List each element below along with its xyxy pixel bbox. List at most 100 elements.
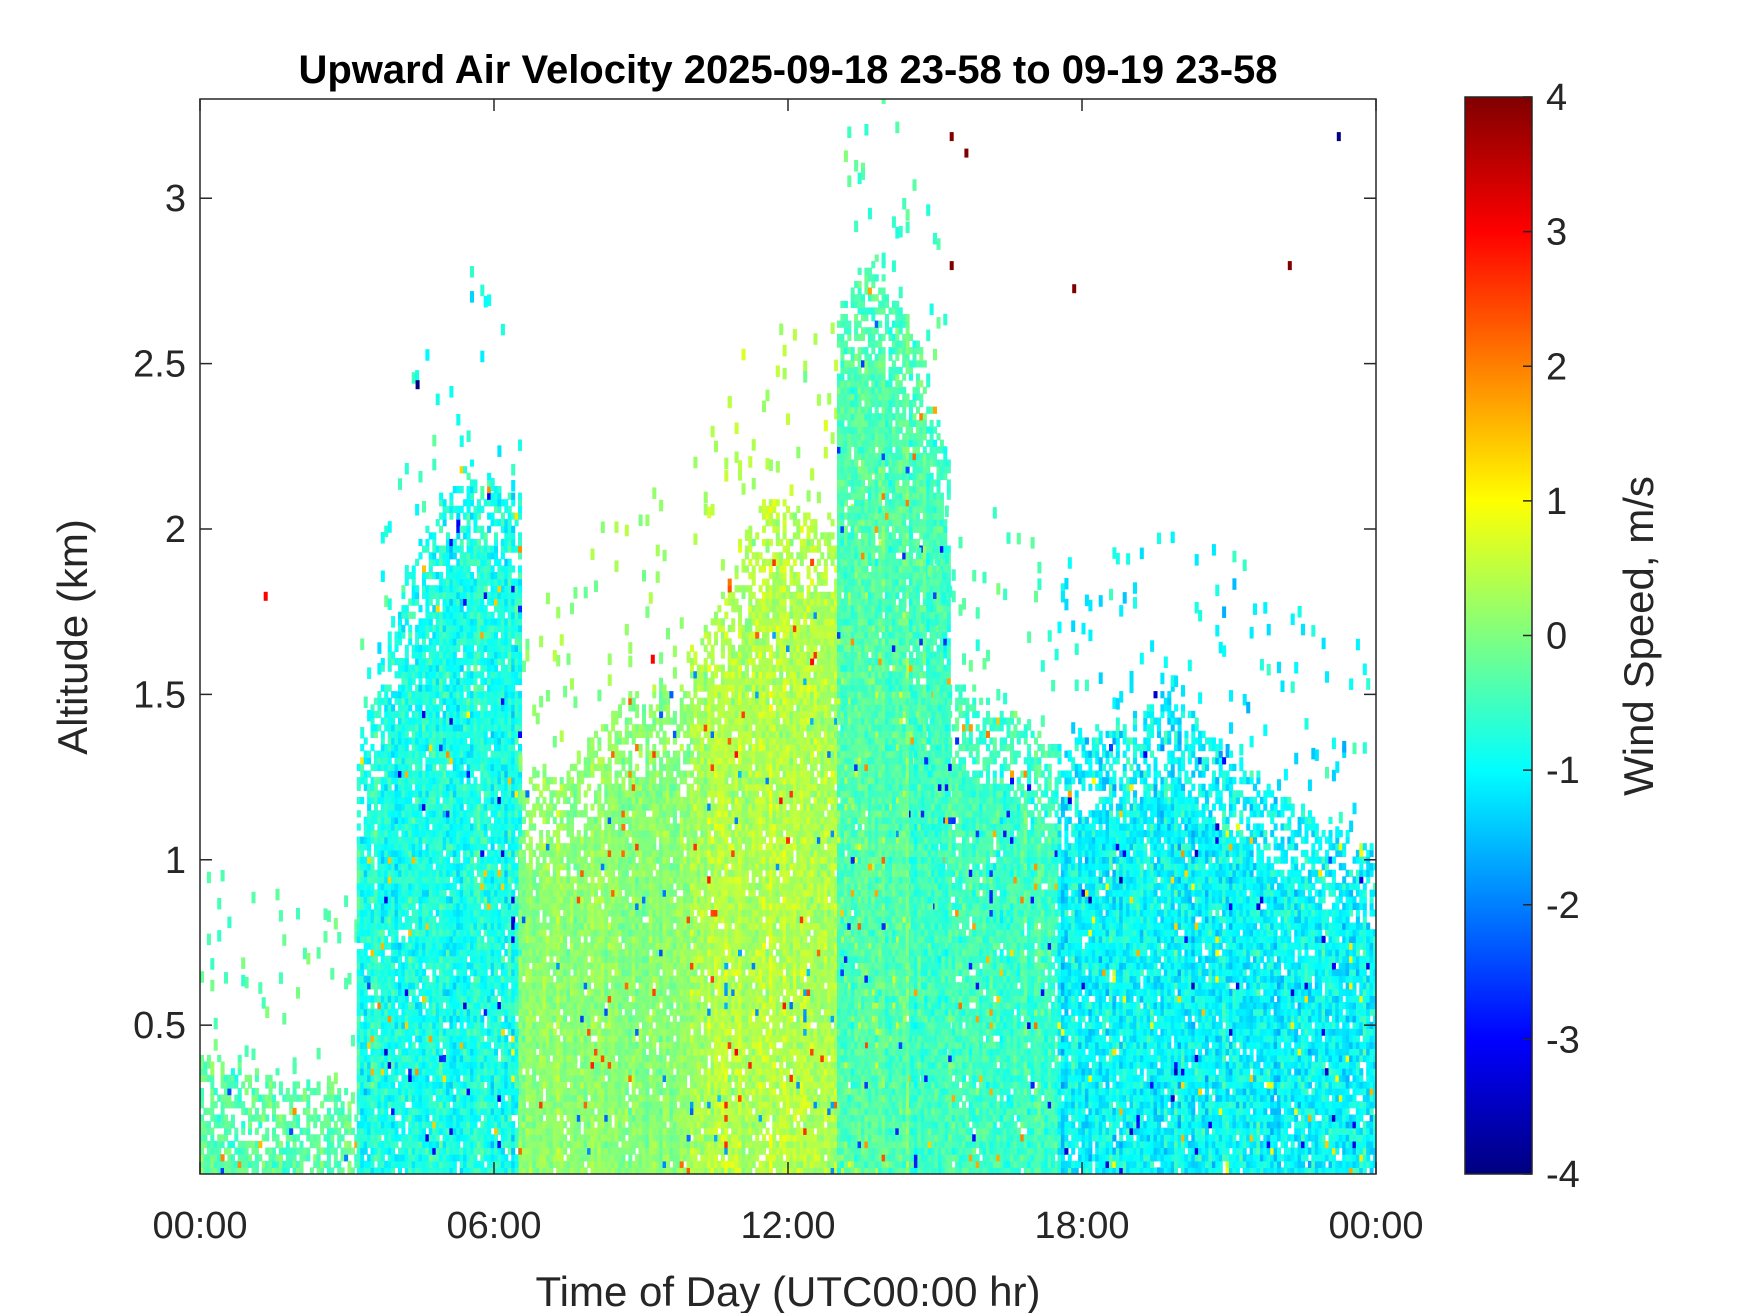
heatmap-cell [395, 1128, 399, 1135]
heatmap-cell [463, 969, 467, 976]
heatmap-cell [543, 956, 547, 963]
heatmap-cell [460, 546, 464, 553]
heatmap-cell [348, 1141, 352, 1148]
heatmap-cell [536, 797, 540, 804]
heatmap-cell [508, 665, 512, 672]
heatmap-cell [453, 618, 457, 625]
heatmap-cell [374, 1075, 378, 1082]
heatmap-cell [456, 857, 460, 864]
heatmap-cell [360, 1048, 364, 1055]
heatmap-cell [487, 982, 491, 989]
heatmap-cell [473, 890, 477, 897]
heatmap-cell [546, 784, 550, 791]
heatmap-cell [508, 671, 512, 678]
heatmap-cell [419, 645, 423, 652]
heatmap-cell [429, 1055, 433, 1062]
heatmap-cell [508, 731, 512, 738]
heatmap-cell [453, 1115, 457, 1122]
heatmap-cell [508, 1042, 512, 1049]
heatmap-cell [546, 890, 550, 897]
heatmap-cell [484, 843, 488, 850]
heatmap-cell [480, 1081, 484, 1088]
heatmap-cell [487, 976, 491, 983]
heatmap-cell [384, 1128, 388, 1135]
heatmap-cell [522, 1075, 526, 1082]
heatmap-cell [286, 1141, 290, 1148]
heatmap-cell [439, 718, 443, 725]
heatmap-cell [337, 1128, 341, 1135]
heatmap-cell [419, 744, 423, 751]
heatmap-cell [532, 810, 536, 817]
heatmap-cell [419, 1081, 423, 1088]
heatmap-cell [463, 711, 467, 718]
heatmap-cell [439, 995, 443, 1002]
heatmap-cell [286, 1088, 290, 1095]
heatmap-cell [221, 870, 225, 882]
heatmap-cell [473, 1081, 477, 1088]
heatmap-cell [518, 744, 522, 751]
heatmap-cell [522, 876, 526, 883]
heatmap-cell [221, 1154, 225, 1161]
heatmap-cell [487, 923, 491, 930]
heatmap-cell [408, 1161, 412, 1168]
heatmap-cell [522, 909, 526, 916]
heatmap-cell [384, 691, 388, 698]
heatmap-cell [487, 671, 491, 678]
heatmap-cell [203, 1121, 207, 1128]
heatmap-cell [453, 612, 457, 619]
heatmap-cell [491, 612, 495, 619]
heatmap-cell [473, 479, 477, 486]
heatmap-cell [522, 661, 526, 673]
heatmap-cell [425, 976, 429, 983]
heatmap-cell [439, 1141, 443, 1148]
heatmap-cell [546, 1002, 550, 1009]
heatmap-cell [508, 493, 512, 500]
heatmap-cell [289, 1128, 293, 1135]
heatmap-cell [306, 953, 310, 965]
heatmap-cell [453, 638, 457, 645]
heatmap-cell [487, 1081, 491, 1088]
heatmap-cell [384, 784, 388, 791]
heatmap-cell [408, 1121, 412, 1128]
heatmap-cell [395, 777, 399, 784]
heatmap-cell [511, 685, 515, 692]
heatmap-cell [532, 1068, 536, 1075]
heatmap-cell [473, 797, 477, 804]
heatmap-cell [360, 1108, 364, 1115]
heatmap-cell [487, 685, 491, 692]
heatmap-cell [518, 804, 522, 811]
heatmap-cell [255, 1128, 259, 1135]
heatmap-cell [395, 823, 399, 830]
heatmap-cell [429, 671, 433, 678]
heatmap-cell [377, 691, 381, 698]
heatmap-cell [429, 890, 433, 897]
heatmap-cell [508, 1108, 512, 1115]
heatmap-cell [415, 370, 419, 382]
heatmap-cell [384, 751, 388, 758]
heatmap-cell [463, 751, 467, 758]
heatmap-cell [262, 1101, 266, 1108]
heatmap-cell [360, 1075, 364, 1082]
heatmap-cell [276, 889, 280, 901]
heatmap-cell [384, 817, 388, 824]
heatmap-cell [480, 351, 484, 363]
heatmap-cell [296, 908, 300, 920]
heatmap-cell [473, 830, 477, 837]
heatmap-cell [508, 969, 512, 976]
heatmap-cell [543, 929, 547, 936]
heatmap-cell [432, 552, 436, 559]
heatmap-cell [425, 823, 429, 830]
heatmap-cell [497, 923, 501, 930]
heatmap-cell [289, 1101, 293, 1108]
heatmap-cell [470, 771, 474, 778]
heatmap-cell [487, 962, 491, 969]
heatmap-cell [463, 685, 467, 692]
heatmap-cell [439, 1068, 443, 1075]
heatmap-cell [224, 1115, 228, 1122]
heatmap-cell [532, 1141, 536, 1148]
heatmap-cell [405, 618, 409, 625]
heatmap-cell [439, 757, 443, 764]
heatmap-cell [497, 565, 501, 572]
heatmap-cell [532, 876, 536, 883]
heatmap-cell [395, 1075, 399, 1082]
